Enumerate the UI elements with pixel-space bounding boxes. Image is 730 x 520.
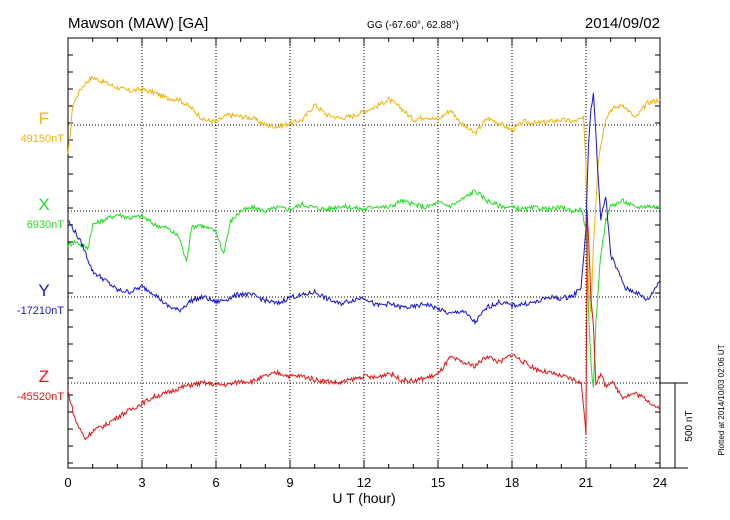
coordinates: GG (-67.60°, 62.88°) (367, 20, 459, 31)
x-tick-label: 18 (505, 475, 519, 490)
series-baseline-z: -45520nT (17, 391, 64, 403)
series-name-f: F (39, 109, 49, 128)
series-labels: F 49150nT X 6930nT Y -17210nT Z -45520nT (17, 109, 64, 403)
x-tick-label: 3 (138, 475, 145, 490)
series-baseline-f: 49150nT (21, 133, 65, 145)
x-tick-label: 6 (212, 475, 219, 490)
series-name-x: X (38, 195, 49, 214)
station-title: Mawson (MAW) [GA] (68, 15, 208, 32)
plot-frame (67, 37, 661, 469)
trace-x (67, 189, 661, 388)
x-tick-label: 0 (64, 475, 71, 490)
trace-y (67, 92, 661, 325)
x-tick-labels: 0 3 6 9 12 15 18 21 24 (64, 475, 667, 490)
x-tick-label: 24 (653, 475, 667, 490)
scale-bar: 500 nT (660, 382, 695, 469)
plotted-timestamp: Plotted at 2014/10/03 02:06 UT (717, 344, 726, 455)
trace-f (67, 75, 661, 313)
series-traces (67, 75, 661, 441)
x-tick-label: 15 (431, 475, 445, 490)
series-name-z: Z (39, 367, 49, 386)
series-name-y: Y (38, 281, 49, 300)
trace-z (67, 211, 661, 441)
series-baseline-y: -17210nT (17, 305, 64, 317)
scale-bar-label: 500 nT (684, 410, 695, 441)
date-label: 2014/09/02 (585, 15, 660, 32)
grid-lines (68, 38, 660, 468)
x-tick-label: 21 (579, 475, 593, 490)
x-tick-label: 12 (357, 475, 371, 490)
series-baseline-x: 6930nT (27, 219, 65, 231)
x-tick-label: 9 (286, 475, 293, 490)
axis-ticks (67, 38, 661, 468)
x-axis-label: U T (hour) (332, 490, 395, 506)
